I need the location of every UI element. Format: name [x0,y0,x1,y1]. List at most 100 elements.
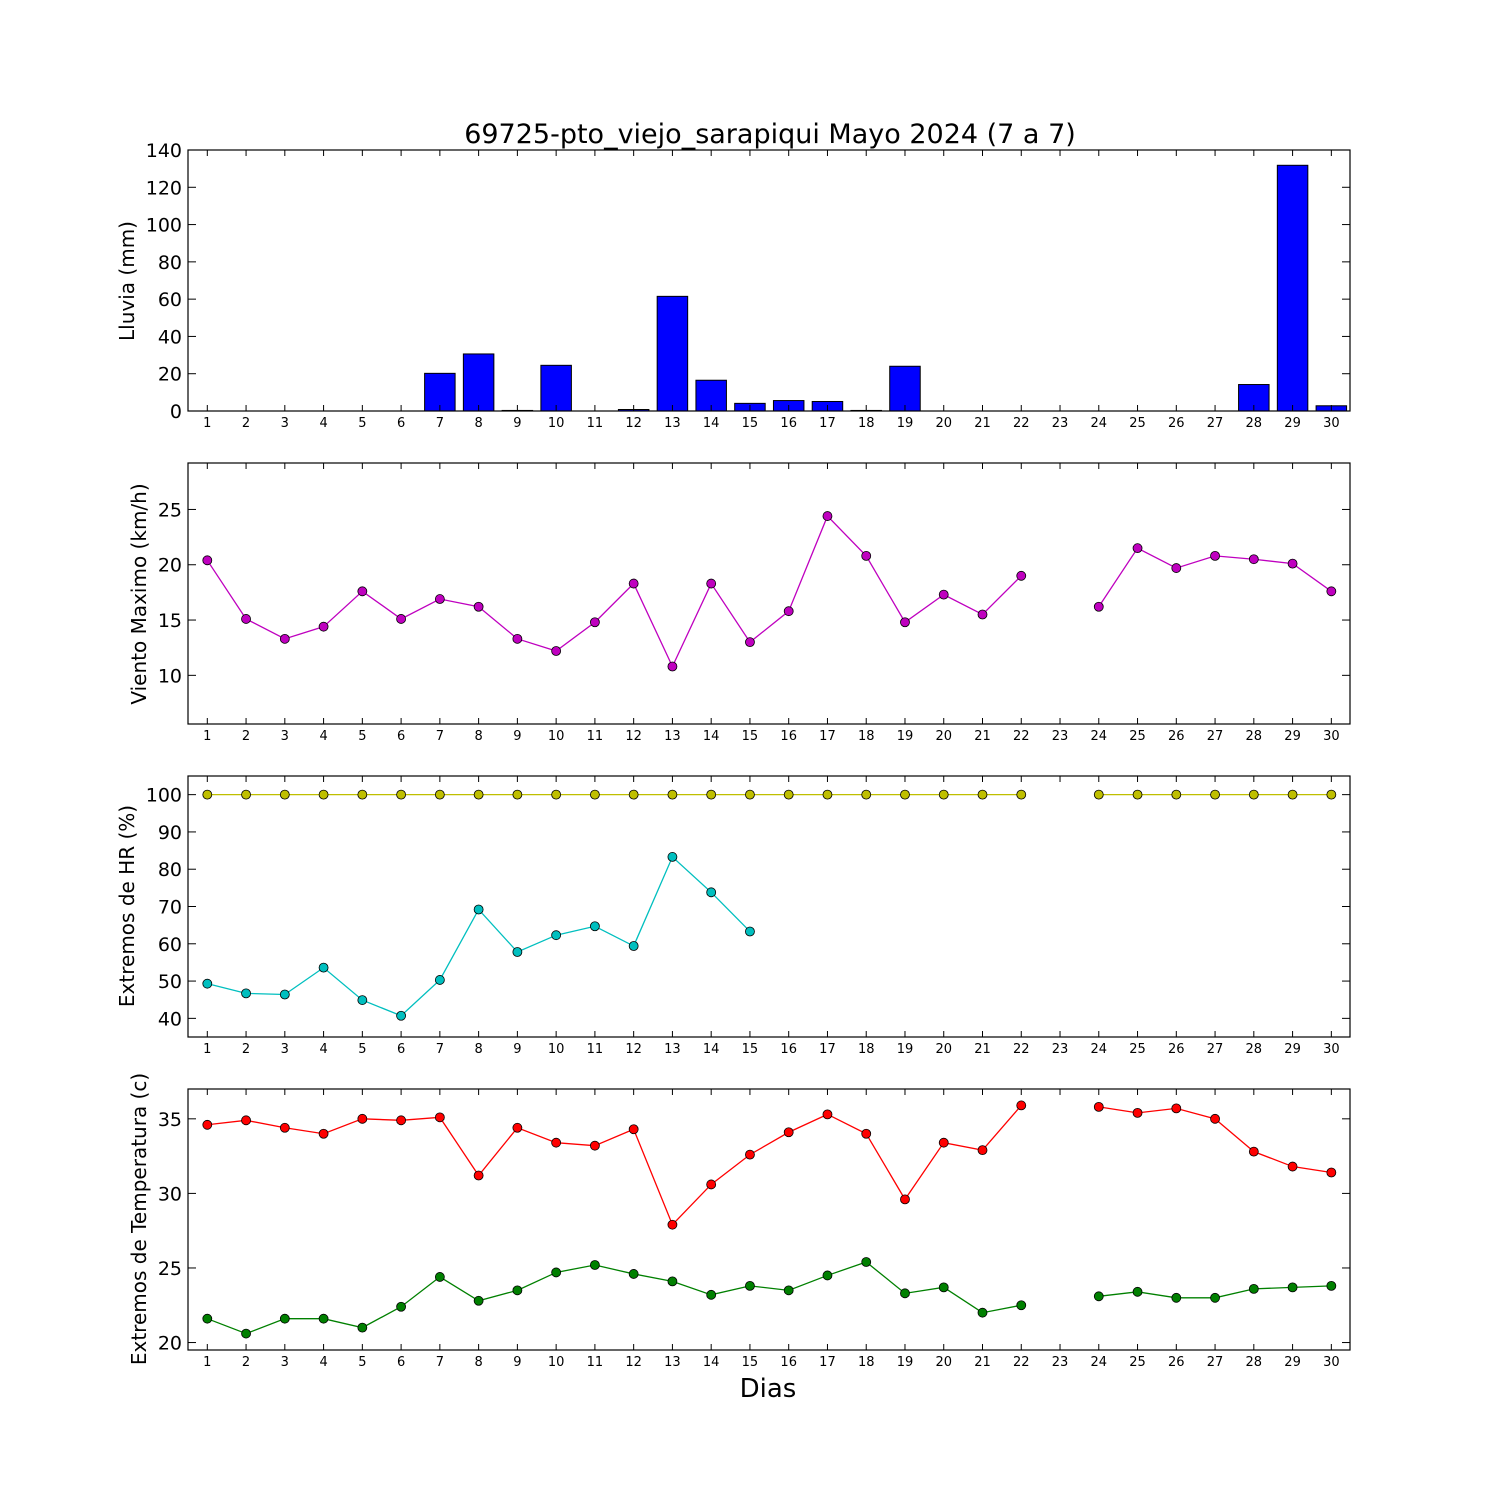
x-tick-label: 8 [474,1042,482,1057]
x-tick-label: 26 [1168,1355,1185,1370]
wind-point-day-18 [861,551,872,561]
humidity-max-point-day-17 [822,789,833,800]
wind-point-day-19 [900,617,910,628]
x-axis-label: Dias [740,1374,797,1404]
x-tick-label: 20 [935,1355,952,1370]
x-tick-label: 18 [858,416,875,431]
temperature-max-point-day-27 [1210,1113,1220,1124]
humidity-min-point-day-6 [396,1010,407,1021]
rain-y-axis-label: Lluvia (mm) [115,221,139,341]
temperature-min-point-day-26 [1171,1292,1182,1303]
humidity-min-point-day-11 [590,921,600,932]
humidity-min-point-day-3 [279,989,290,1000]
x-tick-label: 16 [780,729,797,744]
x-tick-label: 29 [1284,1355,1301,1370]
y-tick-label: 60 [158,934,182,956]
x-tick-label: 21 [974,729,991,744]
x-tick-label: 25 [1129,1042,1146,1057]
x-tick-label: 8 [474,729,482,744]
x-tick-label: 5 [358,416,366,431]
temperature-min-point-day-12 [628,1269,639,1279]
temperature-max-point-day-18 [861,1128,872,1139]
humidity-max-point-day-7 [434,789,445,800]
wind-point-day-9 [512,633,523,644]
x-tick-label: 20 [935,1042,952,1057]
y-tick-label: 0 [170,401,182,423]
x-tick-label: 17 [819,729,836,744]
x-tick-label: 20 [935,729,952,744]
rain-bar-day-13 [656,295,689,412]
y-tick-label: 140 [146,140,182,162]
y-tick-label: 40 [158,326,182,348]
wind-point-day-27 [1210,551,1220,561]
x-tick-label: 9 [513,729,521,744]
wind-point-day-4 [318,621,329,632]
x-tick-label: 5 [358,1042,366,1057]
humidity-max-point-day-10 [551,789,562,800]
temperature-min-point-day-19 [900,1288,910,1299]
humidity-max-point-day-28 [1248,789,1259,800]
y-tick-label: 100 [146,215,182,237]
temperature-min-point-day-13 [667,1276,678,1287]
wind-panel: 1 2 3 4 5 6 7 8 9 10 11 12 13 14 15 16 17 18 19 20 21 22 23 24 2… [127,462,1351,744]
x-tick-label: 18 [858,1355,875,1370]
x-tick-label: 19 [897,1042,914,1057]
temperature-max-point-day-11 [590,1140,600,1151]
x-tick-label: 28 [1246,1042,1263,1057]
wind-point-day-28 [1248,554,1259,565]
temperature-max-point-day-8 [473,1170,484,1181]
rain-bar-day-10 [540,364,572,412]
y-tick-label: 80 [158,859,182,881]
x-tick-label: 10 [548,729,565,744]
temperature-y-axis-label: Extremos de Temperatura (c) [127,1073,151,1365]
temperature-max-point-day-12 [628,1124,639,1135]
x-tick-label: 28 [1246,1355,1263,1370]
y-tick-label: 20 [158,555,182,577]
x-tick-label: 11 [587,1042,604,1057]
x-tick-label: 25 [1129,1355,1146,1370]
x-tick-label: 9 [513,416,521,431]
humidity-max-point-day-3 [279,789,290,800]
x-tick-label: 2 [242,416,250,431]
humidity-max-point-day-18 [861,789,872,800]
wind-point-day-8 [473,601,484,612]
humidity-max-point-day-29 [1287,789,1298,800]
x-tick-label: 23 [1052,1042,1069,1057]
x-tick-label: 2 [242,1355,250,1370]
wind-plot-frame [187,462,1351,725]
temperature-max-line-segment-1 [207,1104,1022,1226]
x-tick-label: 27 [1207,729,1224,744]
x-tick-label: 4 [319,1355,327,1370]
x-tick-label: 4 [319,416,327,431]
x-tick-label: 1 [203,416,211,431]
temperature-min-point-day-16 [783,1285,794,1296]
temperature-max-point-day-17 [822,1109,833,1120]
x-tick-label: 8 [474,1355,482,1370]
temperature-min-point-day-17 [822,1270,833,1281]
x-tick-label: 23 [1052,1355,1069,1370]
x-tick-label: 10 [548,1355,565,1370]
temperature-min-point-day-21 [977,1307,988,1318]
humidity-max-point-day-19 [900,789,910,800]
humidity-min-point-day-15 [745,926,755,937]
temperature-max-point-day-21 [977,1145,988,1156]
rain-bar-day-19 [889,365,921,412]
humidity-max-point-day-26 [1171,789,1182,800]
temperature-max-point-day-25 [1132,1107,1143,1118]
x-tick-label: 21 [974,1355,991,1370]
temperature-min-point-day-9 [512,1285,523,1296]
x-tick-label: 9 [513,1042,521,1057]
x-tick-label: 12 [625,729,642,744]
x-tick-label: 14 [703,729,720,744]
temperature-max-point-day-9 [512,1122,523,1133]
humidity-max-point-day-21 [977,789,988,800]
temperature-max-point-day-28 [1248,1146,1259,1157]
x-tick-label: 22 [1013,416,1030,431]
x-tick-label: 14 [703,1042,720,1057]
x-tick-label: 17 [819,416,836,431]
humidity-max-point-day-27 [1210,789,1220,800]
x-tick-label: 23 [1052,416,1069,431]
temperature-max-point-day-24 [1093,1102,1104,1112]
x-tick-label: 27 [1207,1355,1224,1370]
wind-point-day-11 [590,617,600,628]
